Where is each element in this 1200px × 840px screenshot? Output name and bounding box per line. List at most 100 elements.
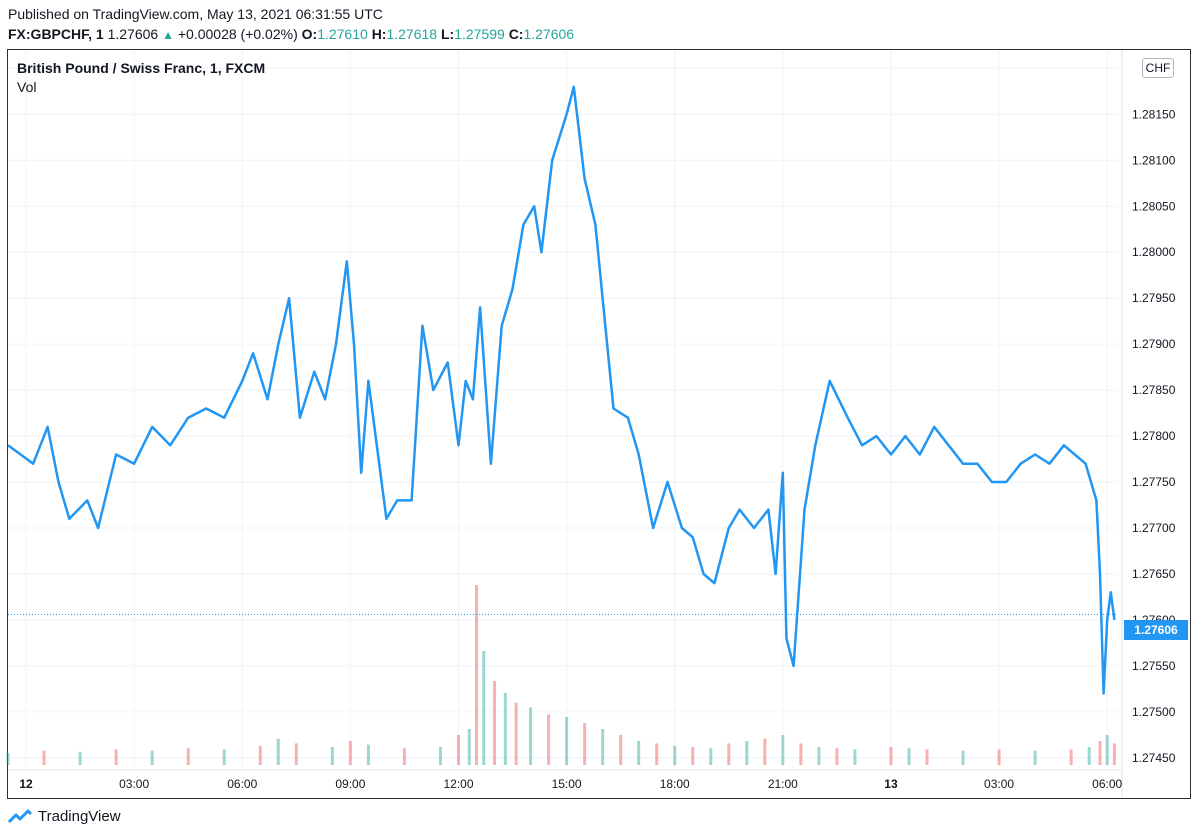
low-label: L: [440, 26, 455, 42]
volume-bar [709, 748, 713, 765]
volume-bar [1069, 749, 1073, 765]
volume-bar [482, 651, 486, 765]
footer-brand[interactable]: TradingView [38, 808, 121, 825]
volume-bar [1033, 750, 1037, 765]
x-tick-label: 12:00 [443, 777, 473, 791]
chart-legend-title[interactable]: British Pound / Swiss Franc, 1, FXCM [17, 60, 266, 76]
volume-bar [745, 741, 749, 765]
volume-bar [655, 743, 659, 765]
volume-bar [997, 749, 1001, 765]
volume-bar [348, 741, 352, 765]
y-axis: 1.28150 1.28100 1.28050 1.28000 1.27950 1.279… [1132, 107, 1176, 764]
symbol-label[interactable]: FX:GBPCHF, 1 [8, 26, 104, 42]
volume-layer [6, 585, 1116, 765]
high-label: H: [371, 26, 387, 42]
volume-bar [276, 738, 280, 765]
open-value: 1.27610 [317, 26, 368, 42]
volume-bar [114, 749, 118, 765]
y-tick-label: 1.27550 [1132, 659, 1176, 673]
volume-bar [925, 749, 929, 765]
y-tick-label: 1.28100 [1132, 153, 1176, 167]
y-tick-label: 1.27700 [1132, 521, 1176, 535]
volume-bar [565, 717, 569, 765]
grid-layer [8, 50, 1123, 797]
volume-bar [1112, 743, 1116, 765]
volume-bar [907, 748, 911, 765]
close-label: C: [508, 26, 524, 42]
volume-bar [456, 735, 460, 765]
last-price-badge: 1.27606 [1124, 620, 1188, 640]
volume-bar [514, 702, 518, 765]
volume-bar [583, 723, 587, 765]
volume-bar [330, 747, 334, 765]
x-tick-label: 18:00 [660, 777, 690, 791]
volume-bar [763, 738, 767, 765]
volume-bar [366, 744, 370, 765]
volume-bar [673, 745, 677, 765]
volume-bar [961, 750, 965, 765]
volume-bar [529, 707, 533, 765]
volume-bar [42, 750, 46, 765]
volume-bar [475, 585, 479, 765]
y-tick-label: 1.27500 [1132, 705, 1176, 719]
volume-bar [1087, 747, 1091, 765]
y-tick-label: 1.27450 [1132, 751, 1176, 765]
y-tick-label: 1.28000 [1132, 245, 1176, 259]
volume-bar [294, 743, 298, 765]
open-label: O: [301, 26, 318, 42]
volume-bar [835, 748, 839, 765]
tradingview-logo-icon [8, 809, 32, 823]
volume-bar [467, 729, 471, 765]
x-tick-label: 12 [19, 777, 33, 791]
y-tick-label: 1.27750 [1132, 475, 1176, 489]
volume-bar [817, 747, 821, 765]
volume-bar [727, 743, 731, 765]
volume-bar [601, 729, 605, 765]
volume-bar [1105, 735, 1109, 765]
volume-bar [150, 750, 154, 765]
volume-bar [799, 743, 803, 765]
y-tick-label: 1.27900 [1132, 337, 1176, 351]
x-axis: 12 03:00 06:00 09:00 12:00 15:00 18:00 21:00 13 0… [19, 777, 1122, 791]
published-caption: Published on TradingView.com, May 13, 20… [8, 6, 383, 22]
up-arrow-icon: ▲ [162, 28, 174, 42]
volume-bar [853, 749, 857, 765]
volume-bar [781, 735, 785, 765]
volume-bar [438, 747, 442, 765]
footer: TradingView [8, 808, 121, 825]
y-tick-label: 1.27650 [1132, 567, 1176, 581]
x-tick-label: 06:00 [1092, 777, 1122, 791]
volume-bar [547, 714, 551, 765]
x-tick-label: 15:00 [552, 777, 582, 791]
low-value: 1.27599 [454, 26, 505, 42]
x-tick-label: 03:00 [119, 777, 149, 791]
y-tick-label: 1.27950 [1132, 291, 1176, 305]
volume-bar [402, 748, 406, 765]
y-tick-label: 1.28050 [1132, 199, 1176, 213]
high-value: 1.27618 [386, 26, 438, 42]
x-tick-label: 21:00 [768, 777, 798, 791]
chart-frame[interactable] [7, 49, 1191, 799]
volume-bar [691, 747, 695, 765]
volume-bar [186, 748, 190, 765]
x-tick-label: 13 [884, 777, 898, 791]
volume-bar [619, 735, 623, 765]
last-value: 1.27606 [107, 26, 159, 42]
y-tick-label: 1.27800 [1132, 429, 1176, 443]
volume-bar [258, 745, 262, 765]
y-tick-label: 1.28150 [1132, 107, 1176, 121]
x-tick-label: 09:00 [335, 777, 365, 791]
x-tick-label: 06:00 [227, 777, 257, 791]
volume-bar [503, 693, 507, 765]
volume-bar [6, 753, 10, 765]
close-value: 1.27606 [523, 26, 575, 42]
change-value: +0.00028 (+0.02%) [177, 26, 298, 42]
volume-bar [1098, 741, 1102, 765]
volume-bar [78, 751, 82, 765]
currency-badge[interactable]: CHF [1142, 58, 1174, 78]
volume-legend[interactable]: Vol [17, 79, 37, 95]
volume-bar [493, 681, 497, 765]
y-tick-label: 1.27850 [1132, 383, 1176, 397]
volume-bar [889, 747, 893, 765]
